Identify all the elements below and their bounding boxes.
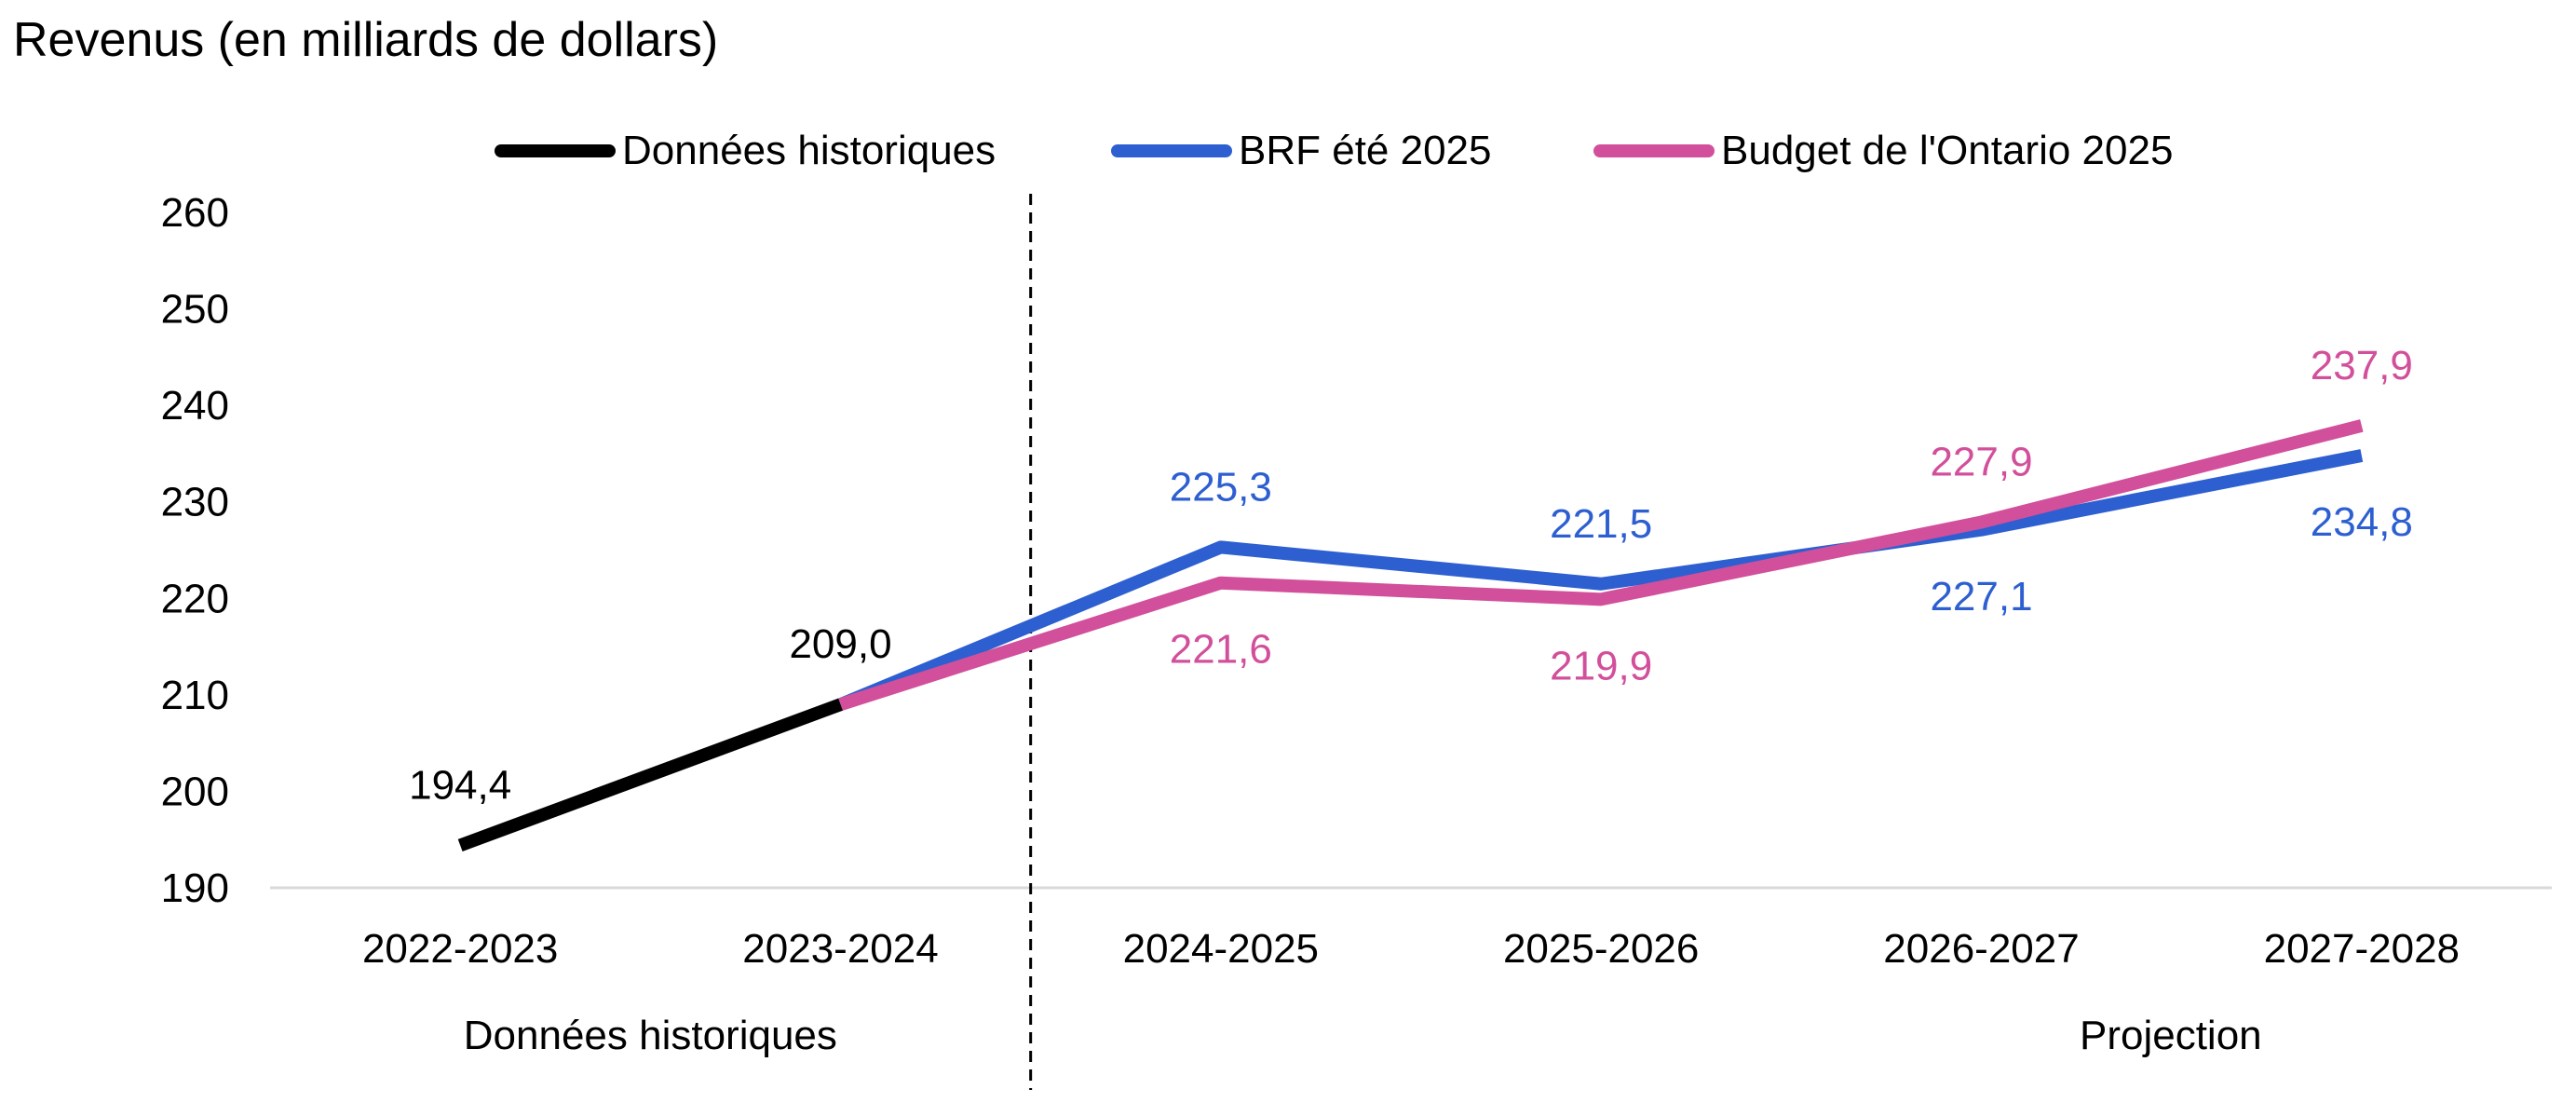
data-label-donnees-historiques-2023-2024: 209,0 bbox=[789, 621, 891, 667]
x-tick-label-2025-2026: 2025-2026 bbox=[1503, 926, 1699, 972]
legend-label-budget-de-l-ontario-2025: Budget de l'Ontario 2025 bbox=[1721, 128, 2173, 173]
x-tick-label-2027-2028: 2027-2028 bbox=[2264, 926, 2460, 972]
x-tick-label-2023-2024: 2023-2024 bbox=[742, 926, 938, 972]
series-line-brf-ete-2025 bbox=[837, 449, 2364, 711]
data-label-brf-ete-2025-2025-2026: 221,5 bbox=[1550, 501, 1652, 547]
y-tick-label-240: 240 bbox=[161, 383, 229, 429]
x-tick-label-2022-2023: 2022-2023 bbox=[362, 926, 558, 972]
divider-layer: Données historiques Projection bbox=[464, 194, 2262, 1090]
data-label-budget-de-l-ontario-2025-2024-2025: 221,6 bbox=[1170, 627, 1272, 673]
x-tick-label-2024-2025: 2024-2025 bbox=[1123, 926, 1319, 972]
data-label-budget-de-l-ontario-2025-2025-2026: 219,9 bbox=[1550, 643, 1652, 688]
series-layer bbox=[457, 419, 2364, 851]
y-tick-label-220: 220 bbox=[161, 576, 229, 621]
x-tick-label-2026-2027: 2026-2027 bbox=[1883, 926, 2079, 972]
y-tick-label-250: 250 bbox=[161, 287, 229, 333]
y-tick-label-260: 260 bbox=[161, 190, 229, 236]
legend-label-donnees-historiques: Données historiques bbox=[622, 128, 996, 173]
group-label-historical: Données historiques bbox=[464, 1013, 837, 1058]
legend-label-brf-ete-2025: BRF été 2025 bbox=[1239, 128, 1492, 173]
y-tick-label-230: 230 bbox=[161, 480, 229, 525]
data-label-brf-ete-2025-2024-2025: 225,3 bbox=[1170, 464, 1272, 510]
data-label-donnees-historiques-2022-2023: 194,4 bbox=[409, 762, 511, 808]
x-axis: 2022-2023 2023-2024 2024-2025 2025-2026 2026… bbox=[270, 886, 2552, 972]
y-tick-label-190: 190 bbox=[161, 865, 229, 911]
data-label-brf-ete-2025-2026-2027: 227,1 bbox=[1930, 574, 2032, 620]
y-tick-label-200: 200 bbox=[161, 769, 229, 814]
data-label-layer: 194,4 209,0 225,3 221,5 227,1 234,8 221,6 219,9… bbox=[409, 343, 2413, 809]
chart-title: Revenus (en milliards de dollars) bbox=[13, 13, 719, 67]
data-label-brf-ete-2025-2027-2028: 234,8 bbox=[2311, 499, 2413, 545]
series-line-budget-de-l-ontario-2025 bbox=[838, 419, 2364, 711]
y-tick-label-210: 210 bbox=[161, 673, 229, 718]
series-line-donnees-historiques bbox=[457, 698, 843, 851]
y-axis: 190 200 210 220 230 240 250 260 bbox=[161, 190, 229, 911]
data-label-budget-de-l-ontario-2025-2027-2028: 237,9 bbox=[2311, 343, 2413, 388]
data-label-budget-de-l-ontario-2025-2026-2027: 227,9 bbox=[1930, 439, 2032, 484]
group-label-projection: Projection bbox=[2080, 1013, 2262, 1058]
legend: Données historiques BRF été 2025 Budget de… bbox=[495, 128, 2173, 173]
